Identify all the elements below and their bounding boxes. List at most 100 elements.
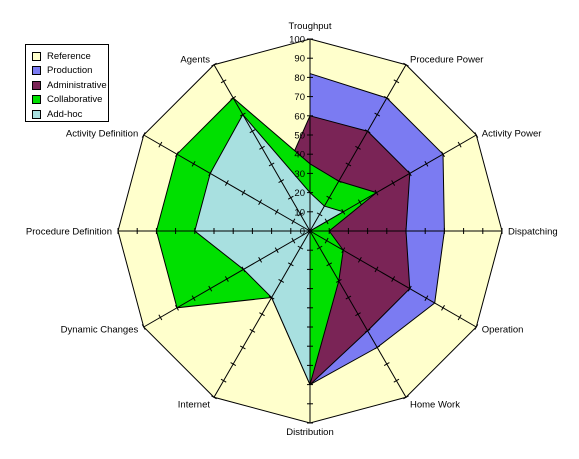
tick-mark xyxy=(474,132,479,138)
tick-mark xyxy=(424,295,429,302)
tick-mark xyxy=(259,312,265,317)
tick-mark xyxy=(441,304,445,311)
axis-label-troughput: Troughput xyxy=(289,21,332,32)
legend-swatch xyxy=(32,95,41,105)
tick-mark xyxy=(191,160,196,167)
label-layer: 0 10 20 30 40 50 60 70 80 90 100 Troughput Procedure… xyxy=(26,21,558,438)
tick-mark xyxy=(268,295,275,300)
tick-mark xyxy=(345,162,352,167)
axis-label-distribution: Distribution xyxy=(286,427,334,438)
tick-mark xyxy=(374,112,381,117)
tick-mark xyxy=(374,345,381,350)
tick-mark xyxy=(374,266,379,273)
tick-label: 80 xyxy=(294,73,305,84)
tick-mark xyxy=(457,141,462,148)
tick-mark xyxy=(249,129,256,134)
tick-label: 100 xyxy=(289,35,305,46)
tick-label: 0 xyxy=(300,227,305,238)
axis-label-operation: Operation xyxy=(482,325,524,336)
legend-swatch xyxy=(32,80,41,90)
tick-mark xyxy=(230,362,237,366)
tick-mark xyxy=(241,189,246,196)
tick-mark xyxy=(391,180,396,186)
tick-mark xyxy=(297,245,304,250)
tick-mark xyxy=(403,395,409,400)
tick-mark xyxy=(268,162,275,167)
tick-mark xyxy=(374,189,379,196)
tick-mark xyxy=(324,218,329,225)
tick-mark xyxy=(208,170,213,177)
tick-mark xyxy=(291,218,296,225)
tick-mark xyxy=(208,285,213,292)
tick-mark xyxy=(141,132,146,138)
tick-mark xyxy=(175,151,179,158)
tick-mark xyxy=(274,247,279,254)
tick-mark xyxy=(230,96,237,100)
legend: Reference Production Administrative Collabo… xyxy=(25,44,109,122)
tick-mark xyxy=(357,256,362,263)
tick-mark xyxy=(220,79,227,84)
tick-mark xyxy=(287,262,294,267)
tick-mark xyxy=(239,345,246,350)
axis-label-home-work: Home Work xyxy=(410,399,460,410)
tick-label: 60 xyxy=(294,111,305,122)
tick-label: 70 xyxy=(294,92,305,103)
tick-mark xyxy=(191,295,196,302)
legend-label: Production xyxy=(47,65,93,77)
legend-entry-collaborative: Collaborative xyxy=(32,93,108,108)
tick-mark xyxy=(259,145,265,150)
tick-mark xyxy=(316,245,323,250)
tick-mark xyxy=(220,378,227,383)
tick-mark xyxy=(274,208,279,215)
legend-swatch xyxy=(32,51,41,61)
tick-label: 30 xyxy=(294,169,305,180)
tick-label: 90 xyxy=(294,54,305,65)
axis-label-dynamic-changes: Dynamic Changes xyxy=(61,325,139,336)
tick-mark xyxy=(357,199,362,206)
tick-mark xyxy=(211,395,217,400)
axis-label-activity-definition: Activity Definition xyxy=(66,129,138,140)
axis-layer xyxy=(117,38,503,424)
tick-mark xyxy=(224,180,229,186)
tick-mark xyxy=(158,314,163,321)
legend-entry-reference: Reference xyxy=(32,49,108,64)
tick-mark xyxy=(424,160,429,167)
legend-label: Collaborative xyxy=(47,94,103,106)
tick-mark xyxy=(341,208,346,215)
tick-mark xyxy=(355,145,361,150)
tick-mark xyxy=(158,141,163,148)
tick-mark xyxy=(258,256,263,263)
tick-mark xyxy=(355,312,361,317)
tick-mark xyxy=(326,262,333,267)
tick-mark xyxy=(175,304,179,311)
tick-mark xyxy=(345,295,352,300)
legend-entry-add-hoc: Add-hoc xyxy=(32,107,108,122)
tick-label: 40 xyxy=(294,150,305,161)
tick-mark xyxy=(287,195,294,200)
tick-mark xyxy=(383,96,390,100)
tick-mark xyxy=(316,212,323,217)
tick-mark xyxy=(341,247,346,254)
tick-mark xyxy=(393,79,400,84)
tick-mark xyxy=(335,179,342,184)
tick-mark xyxy=(403,62,409,67)
tick-mark xyxy=(141,324,146,330)
tick-mark xyxy=(407,285,412,292)
tick-mark xyxy=(324,237,329,244)
legend-entry-administrative: Administrative xyxy=(32,78,108,93)
tick-mark xyxy=(239,112,246,117)
tick-mark xyxy=(241,266,246,273)
tick-mark xyxy=(364,129,371,134)
legend-swatch xyxy=(32,109,41,119)
axis-label-dispatching: Dispatching xyxy=(508,227,558,238)
tick-mark xyxy=(297,212,304,217)
tick-mark xyxy=(474,324,479,330)
tick-mark xyxy=(393,378,400,383)
tick-mark xyxy=(291,237,296,244)
axis-label-agents: Agents xyxy=(180,55,210,66)
tick-mark xyxy=(224,276,229,282)
axis-label-activity-power: Activity Power xyxy=(482,129,542,140)
tick-label: 50 xyxy=(294,131,305,142)
legend-swatch xyxy=(32,66,41,76)
